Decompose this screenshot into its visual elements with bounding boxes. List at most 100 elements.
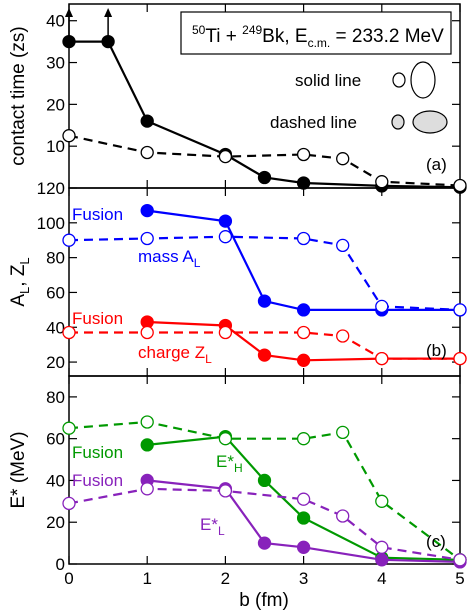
data-point	[375, 540, 389, 554]
data-point	[336, 329, 350, 343]
data-point	[140, 231, 154, 246]
prolate-nucleus-icon	[410, 61, 436, 99]
xtick-label: 4	[377, 569, 386, 588]
data-point	[453, 178, 467, 193]
data-point	[218, 484, 233, 498]
xtick-label: 3	[299, 569, 308, 588]
xtick-label: 0	[64, 569, 73, 588]
data-point	[62, 129, 76, 143]
xlabel: b (fm)	[239, 590, 289, 611]
ytick-label: 30	[46, 54, 65, 73]
ytick-label: 20	[46, 513, 65, 532]
data-point	[140, 145, 154, 160]
data-point	[218, 214, 233, 228]
eh-label: E*H	[216, 452, 243, 475]
offscale-arrow-head	[65, 8, 73, 17]
data-point	[296, 432, 311, 446]
data-point	[336, 509, 350, 523]
data-point	[296, 231, 311, 246]
data-point	[140, 438, 154, 452]
ytick-label: 100	[37, 214, 65, 233]
data-point	[257, 170, 272, 185]
data-point	[296, 540, 311, 554]
data-point	[453, 553, 467, 567]
data-point	[296, 303, 311, 317]
series-layer	[62, 8, 467, 569]
fusion-purple-label: Fusion	[72, 471, 123, 490]
panel-c-frame	[68, 375, 461, 565]
data-point	[140, 415, 154, 429]
title-box	[180, 11, 452, 55]
ytick-label: 40	[46, 471, 65, 490]
small-nucleus-icon	[392, 72, 406, 88]
data-point	[101, 34, 115, 49]
dashed-line-label: dashed line	[270, 113, 357, 132]
solid-line-label: solid line	[295, 71, 361, 90]
fusion-red-label: Fusion	[72, 309, 123, 328]
charge-label: charge ZL	[138, 343, 212, 366]
data-point	[375, 494, 389, 508]
data-point	[257, 348, 272, 362]
data-point	[375, 175, 389, 189]
data-point	[453, 303, 467, 317]
ytick-label: 60	[46, 430, 65, 449]
data-point	[375, 553, 389, 567]
data-point	[257, 473, 272, 488]
ytick-label: 120	[37, 179, 65, 198]
data-point	[218, 325, 233, 340]
data-point	[296, 176, 311, 190]
el-label: E*L	[200, 515, 225, 538]
series-line-solid	[147, 479, 461, 563]
data-point	[62, 421, 76, 435]
mass-label: mass AL	[138, 247, 201, 270]
ytick-label: 60	[46, 283, 65, 302]
data-point	[296, 325, 311, 340]
fusion-green-label: Fusion	[72, 443, 123, 462]
ylabel-b: AL, ZL	[8, 257, 32, 306]
fusion-blue-label: Fusion	[72, 205, 123, 224]
panel-c-label: (c)	[426, 532, 446, 551]
xtick-label: 1	[142, 569, 151, 588]
data-point	[296, 492, 311, 506]
ytick-label: 80	[46, 249, 65, 268]
data-point	[218, 432, 233, 446]
data-point	[140, 325, 154, 340]
data-point	[62, 233, 76, 247]
ylabel-c: E* (MeV)	[8, 431, 29, 508]
panel-a-label: (a)	[426, 155, 447, 174]
data-point	[140, 114, 154, 128]
data-point	[453, 351, 467, 366]
ytick-label: 40	[46, 12, 65, 31]
ytick-label: 20	[46, 353, 65, 372]
data-point	[140, 203, 154, 218]
panel-b-frame	[68, 187, 461, 377]
data-point	[62, 496, 76, 511]
axis-ticks: 10 20 30 40 20 40 60 80 100 120 0 20 40 60 80 0 1 2 3 4 5	[37, 4, 465, 588]
data-point	[296, 147, 311, 162]
data-point	[62, 325, 76, 340]
ylabel-a: contact time (zs)	[8, 26, 29, 165]
ytick-label: 40	[46, 318, 65, 337]
ytick-label: 10	[46, 137, 65, 156]
small-gray-nucleus-icon	[391, 114, 405, 130]
series-line-solid	[147, 209, 460, 311]
data-point	[336, 152, 350, 166]
data-point	[296, 511, 311, 525]
data-point	[375, 351, 389, 366]
data-point	[257, 536, 272, 550]
xtick-label: 5	[455, 569, 464, 588]
ytick-label: 0	[56, 555, 65, 574]
data-point	[296, 353, 311, 367]
data-point	[218, 149, 233, 164]
data-point	[218, 230, 233, 244]
data-point	[336, 425, 350, 440]
xtick-label: 2	[221, 569, 230, 588]
panel-b-label: (b)	[426, 341, 447, 360]
data-point	[375, 299, 389, 314]
data-point	[140, 482, 154, 496]
offscale-arrow-head	[104, 8, 113, 17]
chart-title: 50Ti + 249Bk, Ec.m. = 233.2 MeV	[192, 23, 444, 50]
ytick-label: 20	[46, 95, 65, 114]
series-line-solid	[69, 40, 461, 189]
